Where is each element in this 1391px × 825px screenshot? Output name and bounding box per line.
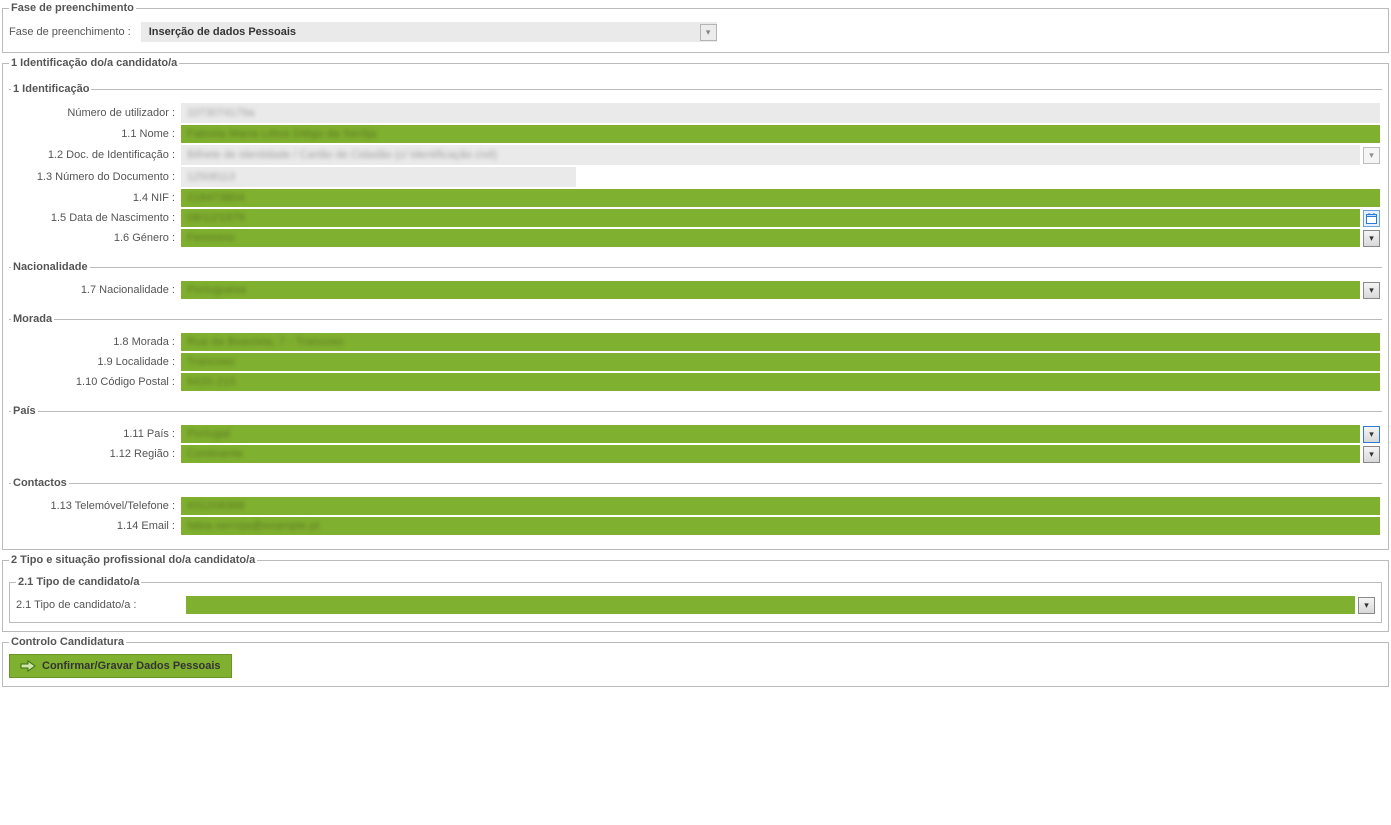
confirm-save-label: Confirmar/Gravar Dados Pessoais [42, 660, 221, 672]
nome-label: 1.1 Nome : [11, 128, 181, 140]
calendar-icon[interactable] [1363, 210, 1380, 227]
morada-field[interactable]: Rua da Boavista, 7 - Trancoso [181, 333, 1380, 351]
nif-field[interactable]: 218473804 [181, 189, 1380, 207]
controlo-fieldset: Controlo Candidatura Confirmar/Gravar Da… [2, 636, 1389, 687]
doc-field: Bilhete de Identidade / Cartão de Cidadã… [181, 145, 1360, 165]
genero-label: 1.6 Género : [11, 232, 181, 244]
user-number-label: Número de utilizador : [11, 107, 181, 119]
user-number-field: 1073074179a [181, 103, 1380, 123]
tipo-label: 2.1 Tipo de candidato/a : [16, 599, 186, 611]
morada-label: 1.8 Morada : [11, 336, 181, 348]
morada-group: Morada 1.8 Morada : Rua da Boavista, 7 -… [9, 313, 1382, 397]
regiao-field[interactable]: Continente [181, 445, 1360, 463]
phase-select: Inserção de dados Pessoais ▾ [141, 22, 717, 42]
ident-legend: 1 Identificação [11, 83, 91, 95]
nac-label: 1.7 Nacionalidade : [11, 284, 181, 296]
section2-legend: 2 Tipo e situação profissional do/a cand… [9, 554, 257, 566]
dropdown-icon[interactable]: ▾ [1363, 230, 1380, 247]
tipo-field[interactable] [186, 596, 1355, 614]
email-label: 1.14 Email : [11, 520, 181, 532]
dropdown-icon: ▾ [700, 24, 717, 41]
phase-legend: Fase de preenchimento [9, 2, 136, 14]
genero-field[interactable]: Feminino [181, 229, 1360, 247]
morada-legend: Morada [11, 313, 54, 325]
pais-field[interactable]: Portugal [181, 425, 1360, 443]
tel-field[interactable]: 931208388 [181, 497, 1380, 515]
nac-field[interactable]: Portuguesa [181, 281, 1360, 299]
localidade-field[interactable]: Trancoso [181, 353, 1380, 371]
dropdown-icon[interactable]: ▾ [1363, 426, 1380, 443]
data-nasc-field[interactable]: 08/12/1979 [181, 209, 1360, 227]
localidade-label: 1.9 Localidade : [11, 356, 181, 368]
email-field[interactable]: fabia.serroja@example.pt [181, 517, 1380, 535]
tel-label: 1.13 Telemóvel/Telefone : [11, 500, 181, 512]
pais-legend: País [11, 405, 38, 417]
dropdown-icon[interactable]: ▾ [1358, 597, 1375, 614]
dropdown-icon[interactable]: ▾ [1363, 446, 1380, 463]
doc-label: 1.2 Doc. de Identificação : [11, 149, 181, 161]
phase-value: Inserção de dados Pessoais [141, 22, 697, 42]
ident-group: 1 Identificação Número de utilizador : 1… [9, 83, 1382, 253]
regiao-label: 1.12 Região : [11, 448, 181, 460]
confirm-save-button[interactable]: Confirmar/Gravar Dados Pessoais [9, 654, 232, 678]
contactos-group: Contactos 1.13 Telemóvel/Telefone : 9312… [9, 477, 1382, 541]
section2-fieldset: 2 Tipo e situação profissional do/a cand… [2, 554, 1389, 632]
pais-group: País 1.11 País : Portugal ▾ 1.12 Região … [9, 405, 1382, 469]
phase-label: Fase de preenchimento : [9, 26, 141, 38]
controlo-legend: Controlo Candidatura [9, 636, 126, 648]
nac-legend: Nacionalidade [11, 261, 90, 273]
nac-group: Nacionalidade 1.7 Nacionalidade : Portug… [9, 261, 1382, 305]
section1-legend: 1 Identificação do/a candidato/a [9, 57, 179, 69]
tipo-group: 2.1 Tipo de candidato/a 2.1 Tipo de cand… [9, 576, 1382, 623]
section1-fieldset: 1 Identificação do/a candidato/a 1 Ident… [2, 57, 1389, 550]
dropdown-icon: ▾ [1363, 147, 1380, 164]
phase-fieldset: Fase de preenchimento Fase de preenchime… [2, 2, 1389, 53]
contactos-legend: Contactos [11, 477, 69, 489]
tipo-legend: 2.1 Tipo de candidato/a [16, 576, 141, 588]
cp-label: 1.10 Código Postal : [11, 376, 181, 388]
num-doc-field: 12508113 [181, 167, 576, 187]
cp-field[interactable]: 6420-215 [181, 373, 1380, 391]
arrow-right-icon [20, 659, 36, 673]
nome-field[interactable]: Fabíola Maria Lótus Diêgo da Serôja [181, 125, 1380, 143]
num-doc-label: 1.3 Número do Documento : [11, 171, 181, 183]
data-nasc-label: 1.5 Data de Nascimento : [11, 212, 181, 224]
nif-label: 1.4 NIF : [11, 192, 181, 204]
pais-label: 1.11 País : [11, 428, 181, 440]
dropdown-icon[interactable]: ▾ [1363, 282, 1380, 299]
